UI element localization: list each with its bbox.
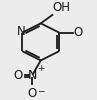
Text: O: O bbox=[28, 87, 37, 100]
Text: N: N bbox=[28, 69, 37, 82]
Text: O: O bbox=[13, 69, 22, 82]
Text: +: + bbox=[37, 64, 44, 74]
Text: OH: OH bbox=[53, 1, 71, 14]
Text: O: O bbox=[73, 26, 83, 39]
Text: −: − bbox=[37, 86, 44, 95]
Text: N: N bbox=[17, 25, 26, 38]
